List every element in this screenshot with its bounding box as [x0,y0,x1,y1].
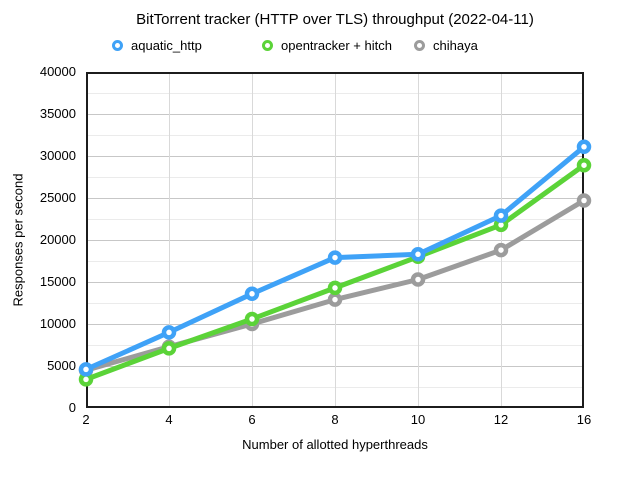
data-point-marker [161,325,177,340]
grid-layer [86,72,584,408]
data-point-marker [244,311,260,327]
plot-frame [86,72,584,408]
x-tick-label: 2 [82,412,90,427]
x-tick-label: 12 [493,412,509,427]
data-point-marker [576,139,592,155]
data-point-marker [493,208,509,223]
data-point-marker [410,247,426,262]
legend-item-aquatic-http: aquatic_http [112,38,202,53]
data-point-marker [244,286,260,302]
legend-item-opentracker-hitch: opentracker + hitch [262,38,392,53]
legend-item-label: aquatic_http [131,38,202,53]
legend-marker-icon [112,40,123,51]
data-point-marker [78,362,94,377]
x-tick-label: 4 [165,412,173,427]
vertical-gridline [418,72,419,408]
data-point-marker [161,341,177,356]
y-tick-label: 10000 [39,316,76,331]
y-tick-label: 30000 [39,148,76,163]
vertical-gridline [335,72,336,408]
legend-item-label: opentracker + hitch [281,38,392,53]
y-tick-label: 25000 [39,190,76,205]
y-tick-label: 0 [68,400,76,415]
legend-marker-icon [414,40,425,51]
legend-marker-icon [262,40,273,51]
x-tick-label: 10 [410,412,426,427]
x-axis-title: Number of allotted hyperthreads [242,437,428,452]
data-point-marker [327,292,343,307]
y-tick-label: 5000 [47,358,76,373]
vertical-gridline [501,72,502,408]
data-point-marker [576,193,592,208]
data-point-marker [576,157,592,173]
y-tick-label: 35000 [39,106,76,121]
data-point-marker [327,280,343,296]
vertical-gridline [169,72,170,408]
data-point-marker [410,272,426,287]
x-tick-label: 8 [331,412,339,427]
legend-item-chihaya: chihaya [414,38,478,53]
series-plot [78,139,592,387]
x-tick-label: 6 [248,412,256,427]
x-tick-label: 16 [576,412,592,427]
data-point-marker [327,250,343,265]
vertical-gridline [252,72,253,408]
chart-title: BitTorrent tracker (HTTP over TLS) throu… [136,11,534,28]
y-tick-label: 20000 [39,232,76,247]
data-point-marker [493,242,509,258]
y-tick-label: 15000 [39,274,76,289]
legend-item-label: chihaya [433,38,478,53]
y-tick-label: 40000 [39,64,76,79]
legend: aquatic_http opentracker + hitch chihaya [0,38,624,56]
